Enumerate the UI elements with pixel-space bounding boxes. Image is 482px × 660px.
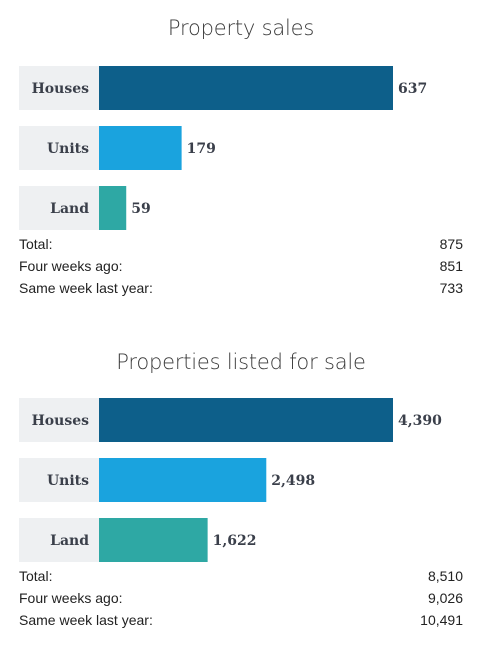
stat-label: Same week last year: (19, 612, 153, 628)
category-label-bg (19, 458, 99, 502)
category-label-bg (19, 186, 99, 230)
bar-row-units: Units 2,498 (19, 458, 315, 502)
stat-value: 733 (439, 280, 463, 296)
category-label-units: Units (47, 141, 89, 157)
bar-land (99, 518, 208, 562)
stat-value: 8,510 (427, 568, 463, 584)
stat-label: Four weeks ago: (19, 258, 123, 274)
bar-row-land: Land 1,622 (19, 518, 256, 562)
category-label-units: Units (47, 473, 89, 489)
stat-four-weeks-ago: Four weeks ago: 851 (19, 255, 463, 277)
properties-listed-title: Properties listed for sale (116, 350, 366, 374)
stat-total: Total: 8,510 (19, 565, 463, 587)
bar-value-label-land: 1,622 (213, 533, 257, 549)
bar-value-label-houses: 637 (398, 81, 427, 97)
stat-value: 851 (439, 258, 463, 274)
bar-row-land: Land 59 (19, 186, 151, 230)
stat-same-week-last-year: Same week last year: 10,491 (19, 609, 463, 631)
bar-houses (99, 66, 393, 110)
category-label-bg (19, 518, 99, 562)
property-sales-title: Property sales (167, 16, 315, 40)
bar-units (99, 126, 182, 170)
stat-same-week-last-year: Same week last year: 733 (19, 277, 463, 299)
stat-label: Four weeks ago: (19, 590, 123, 606)
category-label-land: Land (50, 533, 89, 549)
stat-total: Total: 875 (19, 233, 463, 255)
category-label-houses: Houses (32, 413, 90, 429)
stat-value: 875 (439, 236, 463, 252)
property-sales-stats: Total: 875 Four weeks ago: 851 Same week… (19, 233, 463, 299)
bar-houses (99, 398, 393, 442)
bar-value-label-houses: 4,390 (398, 413, 442, 429)
properties-listed-chart: Houses 4,390 Units 2,498 Land 1,622 (19, 398, 442, 562)
bar-units (99, 458, 267, 502)
bar-row-houses: Houses 637 (19, 66, 427, 110)
category-label-land: Land (50, 201, 89, 217)
stat-four-weeks-ago: Four weeks ago: 9,026 (19, 587, 463, 609)
category-label-bg (19, 66, 99, 110)
bar-value-label-units: 2,498 (271, 473, 315, 489)
bar-value-label-units: 179 (187, 141, 216, 157)
bar-land (99, 186, 127, 230)
category-label-bg (19, 126, 99, 170)
bar-value-label-land: 59 (131, 201, 150, 217)
stat-value: 9,026 (427, 590, 463, 606)
bar-row-units: Units 179 (19, 126, 216, 170)
properties-listed-stats: Total: 8,510 Four weeks ago: 9,026 Same … (19, 565, 463, 631)
stat-value: 10,491 (420, 612, 463, 628)
stat-label: Total: (19, 236, 53, 252)
stat-label: Same week last year: (19, 280, 153, 296)
category-label-bg (19, 398, 99, 442)
property-sales-chart: Houses 637 Units 179 Land 59 (19, 66, 427, 230)
stat-label: Total: (19, 568, 53, 584)
category-label-houses: Houses (32, 81, 90, 97)
bar-row-houses: Houses 4,390 (19, 398, 442, 442)
